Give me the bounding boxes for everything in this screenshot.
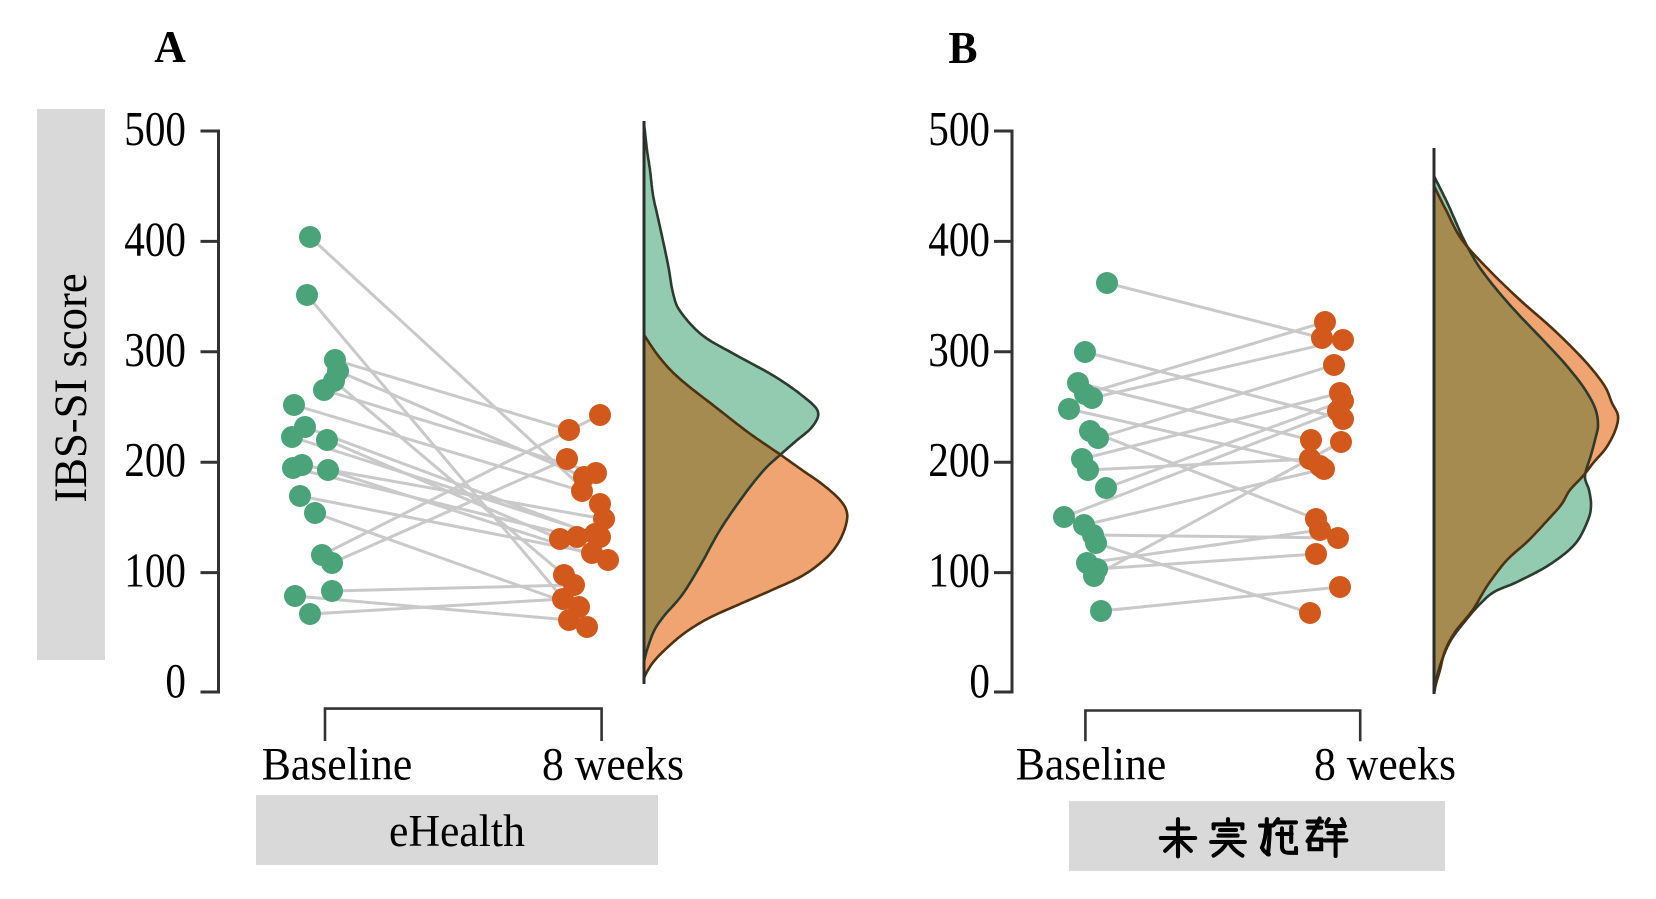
svg-text:100: 100 <box>124 543 186 597</box>
svg-text:0: 0 <box>969 654 990 708</box>
svg-text:300: 300 <box>124 322 186 376</box>
svg-text:8 weeks: 8 weeks <box>542 738 684 790</box>
svg-text:500: 500 <box>124 102 186 156</box>
svg-text:400: 400 <box>124 212 186 266</box>
svg-text:B: B <box>948 22 977 73</box>
svg-text:0: 0 <box>165 654 186 708</box>
svg-text:Baseline: Baseline <box>262 738 412 790</box>
svg-text:8 weeks: 8 weeks <box>1314 738 1456 790</box>
svg-text:200: 200 <box>928 433 990 487</box>
svg-text:200: 200 <box>124 433 186 487</box>
svg-text:500: 500 <box>928 102 990 156</box>
svg-text:100: 100 <box>928 543 990 597</box>
svg-text:Baseline: Baseline <box>1016 738 1166 790</box>
svg-text:400: 400 <box>928 212 990 266</box>
svg-text:IBS-SI score: IBS-SI score <box>44 273 96 502</box>
svg-text:300: 300 <box>928 322 990 376</box>
svg-text:A: A <box>154 21 186 72</box>
svg-text:eHealth: eHealth <box>389 805 525 856</box>
